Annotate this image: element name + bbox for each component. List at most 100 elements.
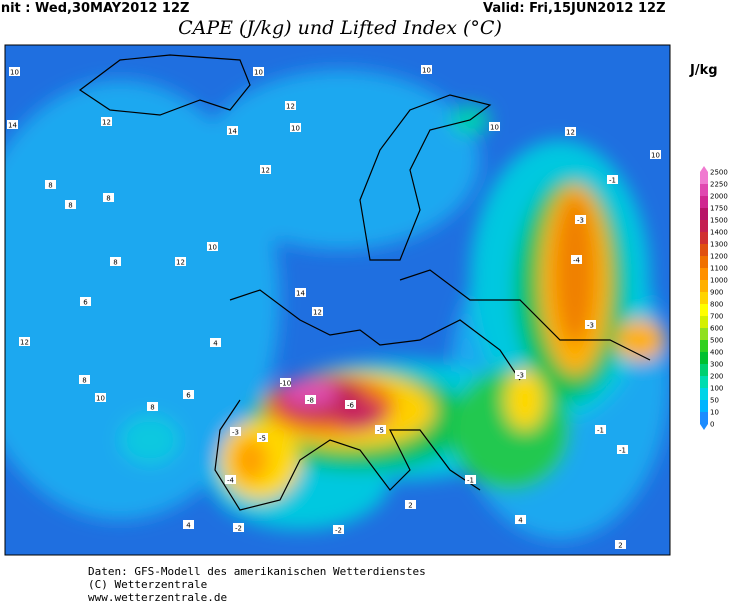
colorbar-tick-label: 800 <box>710 301 723 309</box>
colorbar-tick-label: 1400 <box>710 229 728 237</box>
colorbar-segment <box>700 352 708 364</box>
colorbar-segment <box>700 220 708 232</box>
colorbar-tick-label: 200 <box>710 373 723 381</box>
colorbar-tick-label: 1200 <box>710 253 728 261</box>
map-label: 8 <box>106 195 110 203</box>
map-label: 8 <box>82 377 86 385</box>
map-label: -3 <box>587 322 594 330</box>
cape-region <box>615 320 665 360</box>
colorbar-tick-label: 1100 <box>710 265 728 273</box>
map-label: 10 <box>96 395 105 403</box>
colorbar-tick-label: 1500 <box>710 217 728 225</box>
label-box <box>295 288 306 297</box>
map-label: -6 <box>347 402 355 410</box>
label-box <box>617 445 628 454</box>
colorbar-tick-label: 2250 <box>710 181 728 189</box>
colorbar-tick-label: 50 <box>710 397 719 405</box>
label-box <box>175 257 186 266</box>
label-box <box>260 165 271 174</box>
label-box <box>19 337 30 346</box>
label-box <box>585 320 596 329</box>
colorbar-segment <box>700 268 708 280</box>
colorbar-tick-label: 700 <box>710 313 723 321</box>
map-label: -8 <box>307 397 314 405</box>
colorbar-segment <box>700 184 708 196</box>
label-box <box>421 65 432 74</box>
map-label: 8 <box>68 202 72 210</box>
colorbar-segment <box>700 256 708 268</box>
map-label: -4 <box>573 257 581 265</box>
map-label: -5 <box>259 435 266 443</box>
map-label: 14 <box>228 128 237 136</box>
map-label: 2 <box>618 542 622 550</box>
map-label: 10 <box>291 125 300 133</box>
colorbar-segment <box>700 232 708 244</box>
map-label: -1 <box>609 177 616 185</box>
colorbar-segment <box>700 400 708 412</box>
colorbar-segment <box>700 304 708 316</box>
label-box <box>183 390 194 399</box>
footer-line: www.wetterzentrale.de <box>88 591 227 603</box>
map: 10 10 10 14 12 14 12 10 10 12 10 8 8 8 12 10 12 8 6 14 12 12 8… <box>5 45 670 555</box>
colorbar-tick-label: 300 <box>710 361 723 369</box>
label-box <box>7 120 18 129</box>
colorbar-segment <box>700 376 708 388</box>
label-box <box>103 193 114 202</box>
label-box <box>80 297 91 306</box>
colorbar-cap <box>700 166 708 172</box>
map-label: -10 <box>280 380 291 388</box>
label-box <box>607 175 618 184</box>
colorbar-tick-label: 400 <box>710 349 723 357</box>
label-box <box>312 307 323 316</box>
init-time: Init : Wed,30MAY2012 12Z <box>0 1 189 16</box>
label-box <box>210 338 221 347</box>
cape-region <box>232 438 268 482</box>
label-box <box>65 200 76 209</box>
label-box <box>615 540 626 549</box>
colorbar-tick-label: 2000 <box>710 193 728 201</box>
label-box <box>405 500 416 509</box>
label-box <box>595 425 606 434</box>
label-box <box>207 242 218 251</box>
label-box <box>333 525 344 534</box>
map-label: 14 <box>296 290 305 298</box>
footer-line: Daten: GFS-Modell des amerikanischen Wet… <box>88 565 426 578</box>
map-label: 12 <box>261 167 270 175</box>
map-label: 12 <box>286 103 295 111</box>
valid-time: Valid: Fri,15JUN2012 12Z <box>483 1 666 16</box>
colorbar-segment <box>700 328 708 340</box>
cape-region <box>505 370 545 430</box>
label-box <box>95 393 106 402</box>
colorbar-segment <box>700 388 708 400</box>
map-label: -3 <box>577 217 584 225</box>
colorbar-tick-label: 600 <box>710 325 723 333</box>
map-label: 12 <box>102 119 111 127</box>
label-box <box>280 378 291 387</box>
map-label: -2 <box>335 527 342 535</box>
label-box <box>465 475 476 484</box>
cape-region <box>200 70 480 250</box>
footer-line: (C) Wetterzentrale <box>88 578 207 591</box>
map-label: 4 <box>518 517 523 525</box>
cape-region <box>555 195 595 345</box>
map-label: 12 <box>313 309 322 317</box>
colorbar-segment <box>700 208 708 220</box>
label-box <box>45 180 56 189</box>
cape-region <box>282 379 338 407</box>
colorbar-segment <box>700 364 708 376</box>
label-box <box>227 126 238 135</box>
map-label: 12 <box>176 259 185 267</box>
map-label: -3 <box>517 372 524 380</box>
map-label: 4 <box>213 340 218 348</box>
colorbar-cap <box>700 424 708 430</box>
label-box <box>375 425 386 434</box>
map-label: 10 <box>254 69 263 77</box>
label-box <box>515 515 526 524</box>
colorbar-unit: J/kg <box>689 63 718 78</box>
label-box <box>575 215 586 224</box>
label-box <box>515 370 526 379</box>
label-box <box>571 255 582 264</box>
label-box <box>225 475 236 484</box>
colorbar-segment <box>700 340 708 352</box>
label-box <box>345 400 356 409</box>
